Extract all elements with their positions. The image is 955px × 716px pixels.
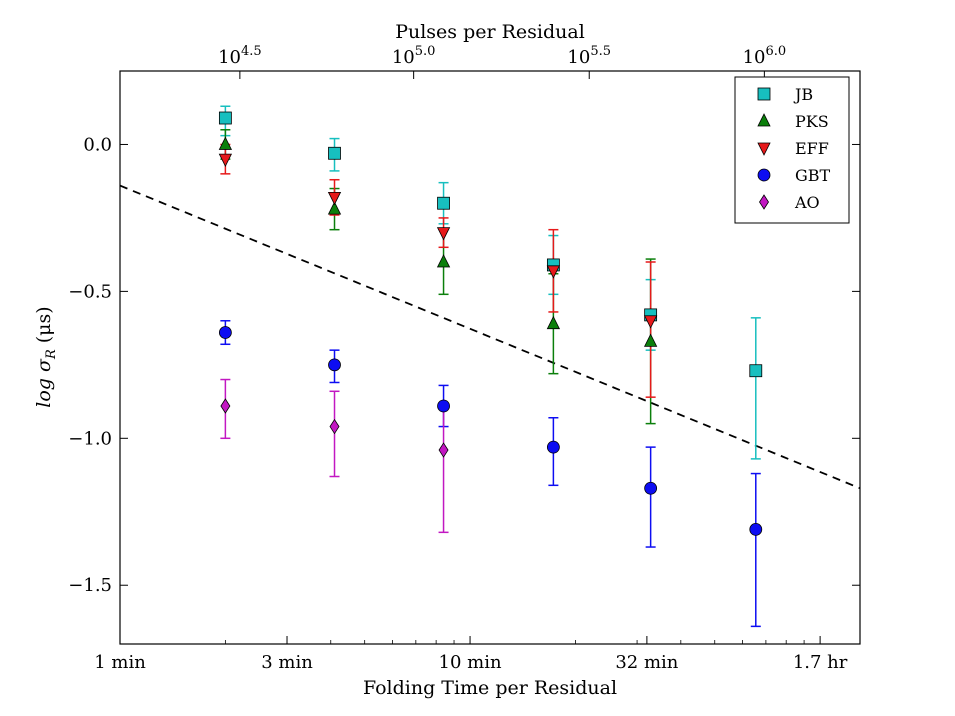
x-tick-label: 10 min <box>439 652 502 673</box>
markers-ao <box>220 398 449 458</box>
data-point <box>643 333 658 347</box>
y-tick-label: −0.5 <box>68 281 112 302</box>
data-point <box>644 481 658 495</box>
data-point <box>218 326 232 339</box>
legend-label: JB <box>793 85 813 104</box>
data-point <box>437 196 450 210</box>
data-point <box>437 399 450 413</box>
markers-pks <box>218 136 658 347</box>
top-tick-label: 106.0 <box>743 44 787 68</box>
y-tick-label: 0.0 <box>83 134 112 155</box>
y-axis-title-sub: R <box>44 349 59 360</box>
top-tick-label: 104.5 <box>218 44 262 68</box>
data-point <box>749 523 763 536</box>
top-tick-exponent: 5.0 <box>415 44 436 59</box>
data-point <box>436 227 451 241</box>
legend-box <box>734 76 850 224</box>
markers-eff <box>218 153 658 329</box>
data-point <box>546 440 560 454</box>
y-axis-title-unit: (μs) <box>33 306 55 343</box>
data-point <box>327 201 342 215</box>
top-tick-exponent: 6.0 <box>765 44 786 59</box>
legend-marker <box>759 194 769 210</box>
top-tick-exponent: 4.5 <box>241 44 262 59</box>
legend-label: PKS <box>795 112 829 131</box>
y-tick-label: −1.5 <box>68 575 112 596</box>
data-point <box>438 442 449 458</box>
legend-marker <box>757 113 771 127</box>
legend-marker <box>757 168 771 182</box>
top-axis-title: Pulses per Residual <box>395 21 585 43</box>
top-tick-base: 10 <box>567 47 590 68</box>
x-axis-title: Folding Time per Residual <box>363 677 617 699</box>
legend-item-pks: PKS <box>757 112 829 131</box>
legend-marker <box>757 87 771 101</box>
data-point <box>436 254 451 268</box>
x-tick-label: 1.7 hr <box>793 652 848 673</box>
legend-item-eff: EFF <box>757 139 829 158</box>
data-point <box>749 364 763 378</box>
data-point <box>218 136 233 150</box>
legend-item-jb: JB <box>757 85 813 104</box>
x-tick-label: 1 min <box>94 652 146 673</box>
data-point <box>328 358 341 372</box>
data-point <box>220 398 231 414</box>
top-tick-label: 105.5 <box>567 44 611 68</box>
x-tick-label: 3 min <box>261 652 313 673</box>
legend-marker <box>757 142 771 156</box>
top-tick-label: 105.0 <box>392 44 436 68</box>
top-tick-exponent: 5.5 <box>590 44 611 59</box>
data-point <box>546 265 561 279</box>
data-point <box>329 418 340 435</box>
legend: JB PKS EFF GBT AO <box>734 76 850 224</box>
data-point <box>218 111 232 125</box>
data-point <box>546 315 561 330</box>
legend-label: AO <box>794 193 820 212</box>
markers-gbt <box>218 326 763 536</box>
y-axis-title: log σR (μs) <box>33 306 59 407</box>
legend-label: EFF <box>795 139 829 158</box>
legend-item-ao: AO <box>759 193 820 212</box>
y-tick-label: −1.0 <box>68 428 112 449</box>
data-marks <box>119 105 861 628</box>
y-axis-title-main: log σ <box>33 358 55 408</box>
legend-item-gbt: GBT <box>757 166 831 185</box>
reference-line <box>119 184 861 490</box>
legend-label: GBT <box>795 166 831 185</box>
data-point <box>218 153 233 168</box>
data-point <box>643 315 658 329</box>
top-tick-base: 10 <box>392 47 415 68</box>
x-tick-label: 32 min <box>615 652 678 673</box>
data-point <box>327 191 342 206</box>
data-point <box>328 146 341 160</box>
top-tick-base: 10 <box>218 47 241 68</box>
top-tick-base: 10 <box>743 47 766 68</box>
